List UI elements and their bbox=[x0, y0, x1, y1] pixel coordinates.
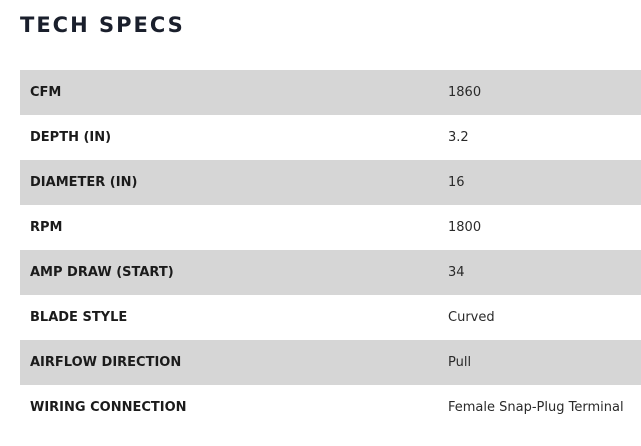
spec-value: Female Snap-Plug Terminal bbox=[448, 400, 624, 415]
spec-label: AMP DRAW (START) bbox=[30, 265, 174, 280]
spec-value: 1860 bbox=[448, 85, 482, 100]
spec-row-diameter: DIAMETER (IN) 16 bbox=[20, 160, 641, 205]
spec-value: 16 bbox=[448, 175, 465, 190]
spec-value: Pull bbox=[448, 355, 472, 370]
spec-value: 34 bbox=[448, 265, 465, 280]
spec-row-rpm: RPM 1800 bbox=[20, 205, 641, 250]
spec-row-airflow-direction: AIRFLOW DIRECTION Pull bbox=[20, 340, 641, 385]
spec-label: BLADE STYLE bbox=[30, 310, 128, 325]
spec-value: 1800 bbox=[448, 220, 482, 235]
spec-label: RPM bbox=[30, 220, 63, 235]
spec-value: 3.2 bbox=[448, 130, 469, 145]
spec-row-blade-style: BLADE STYLE Curved bbox=[20, 295, 641, 340]
spec-label: DIAMETER (IN) bbox=[30, 175, 138, 190]
tech-specs-heading: TECH SPECS bbox=[20, 13, 185, 37]
spec-value: Curved bbox=[448, 310, 495, 325]
spec-label: AIRFLOW DIRECTION bbox=[30, 355, 182, 370]
spec-row-amp-draw: AMP DRAW (START) 34 bbox=[20, 250, 641, 295]
spec-row-depth: DEPTH (IN) 3.2 bbox=[20, 115, 641, 160]
spec-label: DEPTH (IN) bbox=[30, 130, 112, 145]
spec-row-wiring-connection: WIRING CONNECTION Female Snap-Plug Termi… bbox=[20, 385, 641, 430]
spec-row-cfm: CFM 1860 bbox=[20, 70, 641, 115]
spec-label: WIRING CONNECTION bbox=[30, 400, 187, 415]
specs-table: CFM 1860 DEPTH (IN) 3.2 DIAMETER (IN) 16… bbox=[20, 70, 641, 430]
spec-label: CFM bbox=[30, 85, 62, 100]
